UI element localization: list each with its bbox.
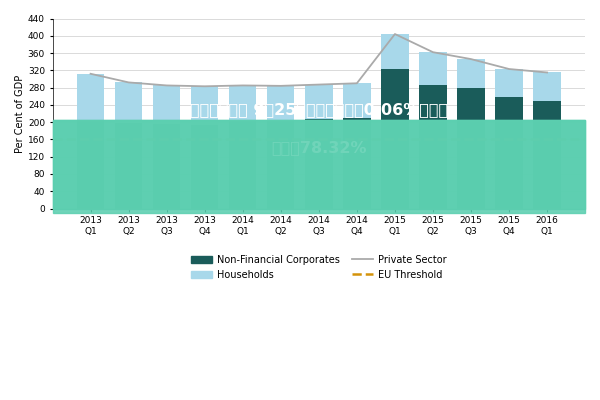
Bar	[533, 72, 561, 100]
Private Sector	[391, 32, 398, 36]
Bar	[267, 86, 295, 121]
Line: Private Sector: Private Sector	[91, 34, 547, 86]
Private Sector	[125, 80, 132, 85]
Private Sector	[201, 84, 208, 89]
Bar	[77, 120, 104, 208]
Private Sector	[430, 50, 437, 54]
Bar	[229, 121, 256, 208]
Bar	[305, 119, 332, 208]
Bar	[381, 34, 409, 70]
Bar	[419, 52, 446, 84]
Bar	[343, 83, 371, 118]
Bar	[153, 86, 181, 124]
Private Sector	[353, 81, 361, 86]
Bar	[229, 86, 256, 121]
Bar	[77, 74, 104, 120]
Text: 厦门股票配资 9月25日宏辉转债上涨0.06%，转股: 厦门股票配资 9月25日宏辉转债上涨0.06%，转股	[190, 102, 448, 117]
Bar	[496, 97, 523, 208]
Private Sector	[315, 82, 322, 87]
Bar	[457, 59, 485, 88]
Private Sector	[239, 83, 247, 88]
Private Sector	[277, 84, 284, 88]
Bar	[115, 82, 142, 124]
Bar	[496, 69, 523, 97]
Private Sector	[544, 70, 551, 75]
Bar	[381, 70, 409, 208]
Bar	[191, 125, 218, 208]
Bar	[267, 121, 295, 208]
Private Sector	[163, 83, 170, 88]
Y-axis label: Per Cent of GDP: Per Cent of GDP	[15, 74, 25, 153]
Bar	[115, 124, 142, 208]
Private Sector	[467, 57, 475, 62]
EU Threshold	[125, 137, 132, 142]
Text: 溢价率78.32%: 溢价率78.32%	[271, 140, 367, 155]
Bar	[153, 124, 181, 208]
Legend: Non-Financial Corporates, Households, Private Sector, EU Threshold: Non-Financial Corporates, Households, Pr…	[187, 251, 451, 284]
Bar	[191, 86, 218, 125]
Bar	[533, 100, 561, 208]
Private Sector	[505, 67, 512, 72]
Bar	[457, 88, 485, 208]
Bar	[419, 84, 446, 208]
EU Threshold	[87, 137, 94, 142]
Bar	[343, 118, 371, 208]
Bar	[305, 84, 332, 119]
Private Sector	[87, 71, 94, 76]
Bar	[53, 120, 585, 208]
